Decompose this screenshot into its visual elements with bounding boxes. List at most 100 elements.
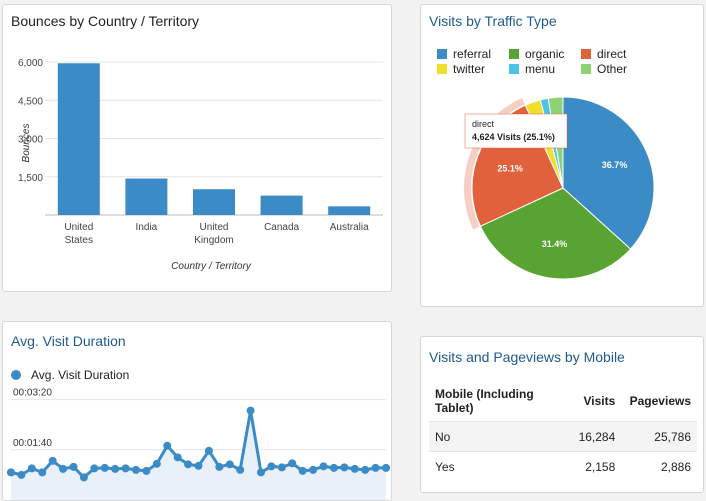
col-mobile[interactable]: Mobile (Including Tablet) <box>435 387 534 415</box>
data-point[interactable] <box>100 463 109 472</box>
data-point[interactable] <box>309 465 318 474</box>
legend-label: twitter <box>453 62 486 76</box>
pie-tooltip: direct 4,624 Visits (25.1%) <box>464 113 568 149</box>
bar[interactable] <box>57 63 100 216</box>
row-mobile-value: No <box>429 421 571 452</box>
bounces-x-axis-label: Country / Territory <box>171 261 252 272</box>
bar[interactable] <box>125 178 168 215</box>
legend-label: Other <box>597 62 628 76</box>
data-point[interactable] <box>7 468 15 477</box>
data-point[interactable] <box>340 463 349 472</box>
legend-item-direct[interactable]: direct <box>581 47 626 61</box>
bounces-grid <box>45 61 383 178</box>
data-point[interactable] <box>361 465 370 474</box>
data-point[interactable] <box>382 463 390 472</box>
x-tick-label: Kingdom <box>194 235 233 246</box>
data-point[interactable] <box>225 460 234 469</box>
x-tick-label: Canada <box>264 222 299 233</box>
bar[interactable] <box>328 206 371 215</box>
table-row: No 16,284 25,786 <box>429 421 697 452</box>
data-point[interactable] <box>163 441 172 450</box>
data-point[interactable] <box>79 473 88 482</box>
y-tick-label: 4,500 <box>18 96 43 107</box>
legend-swatch <box>437 64 447 74</box>
data-point[interactable] <box>257 468 265 477</box>
pie-slice-organic[interactable] <box>479 187 632 280</box>
data-point[interactable] <box>111 464 120 473</box>
data-point[interactable] <box>132 465 140 474</box>
x-tick-label: United <box>200 222 229 233</box>
duration-legend-label: Avg. Visit Duration <box>31 368 129 382</box>
data-point[interactable] <box>215 462 224 471</box>
data-point[interactable] <box>59 464 68 473</box>
y-tick-label: 1,500 <box>18 173 43 184</box>
data-point[interactable] <box>267 462 276 471</box>
table-row: Yes 2,158 2,886 <box>429 451 697 481</box>
bar[interactable] <box>193 189 235 215</box>
data-point[interactable] <box>319 462 328 471</box>
data-point[interactable] <box>142 466 151 475</box>
pie-slice-referral[interactable] <box>562 96 655 250</box>
y-tick-label: 3,000 <box>18 135 43 146</box>
data-point[interactable] <box>152 459 161 468</box>
legend-item-other[interactable]: Other <box>581 62 627 76</box>
col-visits[interactable]: Visits <box>583 394 616 408</box>
legend-item-organic[interactable]: organic <box>509 47 564 61</box>
bounces-widget: Bounces by Country / Territory Bounces C… <box>2 4 392 292</box>
pie-tooltip-value: 4,624 Visits (25.1%) <box>472 132 555 142</box>
col-pageviews[interactable]: Pageviews <box>629 394 691 408</box>
legend-item-menu[interactable]: menu <box>509 62 555 76</box>
data-point[interactable] <box>38 468 47 477</box>
data-point[interactable] <box>350 464 359 473</box>
row-pageviews-value: 25,786 <box>621 421 697 452</box>
mobile-widget: Visits and Pageviews by Mobile Mobile (I… <box>420 336 704 493</box>
x-tick-label: States <box>65 235 93 246</box>
row-pageviews-value: 2,886 <box>621 451 697 481</box>
data-point[interactable] <box>121 464 130 473</box>
legend-swatch <box>509 64 519 74</box>
data-point[interactable] <box>277 463 286 472</box>
traffic-pie-chart: 36.7% 31.4% 25.1% direct 4,624 Visits (25.… <box>464 96 655 280</box>
data-point[interactable] <box>194 461 203 470</box>
mobile-title[interactable]: Visits and Pageviews by Mobile <box>429 349 625 365</box>
legend-label: referral <box>453 47 492 61</box>
bounces-y-axis-label: Bounces <box>21 124 32 163</box>
pie-slice-label: 31.4% <box>542 239 568 249</box>
data-point[interactable] <box>236 465 245 474</box>
data-point[interactable] <box>329 463 338 472</box>
duration-title[interactable]: Avg. Visit Duration <box>11 333 126 349</box>
data-point[interactable] <box>184 460 193 469</box>
bounces-bar-chart: Bounces Country / Territory 6,000 4,500 3,… <box>18 58 383 272</box>
duration-legend-marker <box>11 370 21 380</box>
mobile-table: Mobile (Including Tablet) Visits Pagevie… <box>429 381 697 481</box>
data-point[interactable] <box>246 406 255 415</box>
data-point[interactable] <box>298 466 307 475</box>
legend-item-referral[interactable]: referral <box>437 47 491 61</box>
data-point[interactable] <box>48 456 57 465</box>
legend-swatch <box>581 64 591 74</box>
legend-swatch <box>437 49 447 59</box>
y-tick-label: 00:01:40 <box>13 438 52 449</box>
data-point[interactable] <box>173 453 182 462</box>
data-point[interactable] <box>204 446 213 455</box>
y-tick-label: 6,000 <box>18 58 43 69</box>
bar[interactable] <box>260 195 303 215</box>
legend-item-twitter[interactable]: twitter <box>437 62 485 76</box>
mobile-table-header: Mobile (Including Tablet) Visits Pagevie… <box>429 381 697 422</box>
bounces-title[interactable]: Bounces by Country / Territory <box>11 13 200 29</box>
legend-swatch <box>509 49 519 59</box>
duration-widget: Avg. Visit Duration Avg. Visit Duration … <box>2 321 392 501</box>
data-point[interactable] <box>69 462 78 471</box>
data-point[interactable] <box>288 459 297 468</box>
traffic-widget: Visits by Traffic Type referral organic di… <box>420 4 704 307</box>
x-tick-label: United <box>64 222 93 233</box>
legend-label: direct <box>597 47 627 61</box>
data-point[interactable] <box>17 470 26 479</box>
x-tick-label: Australia <box>330 222 369 233</box>
data-point[interactable] <box>371 463 380 472</box>
data-point[interactable] <box>27 464 36 473</box>
pie-slice-label: 25.1% <box>497 163 523 173</box>
legend-swatch <box>581 49 591 59</box>
traffic-title[interactable]: Visits by Traffic Type <box>429 13 557 29</box>
data-point[interactable] <box>90 464 99 473</box>
